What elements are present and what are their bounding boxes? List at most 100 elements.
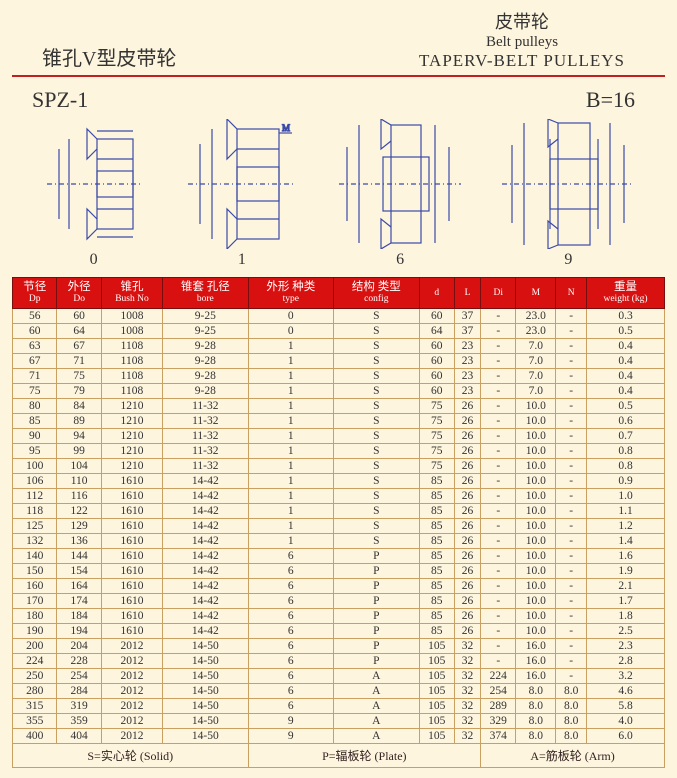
col-header-2: 锥孔Bush No [101,278,162,309]
table-cell: - [481,324,516,339]
page: 锥孔V型皮带轮 皮带轮 Belt pulleys TAPERV-BELT PUL… [0,0,677,778]
table-row: 400404201214-509A105323748.08.06.0 [13,729,665,744]
table-cell: 26 [454,429,480,444]
table-row: 125129161014-421S8526-10.0-1.2 [13,519,665,534]
table-cell: 37 [454,309,480,324]
svg-text:M: M [282,123,290,133]
table-row: 566010089-250S6037-23.0-0.3 [13,309,665,324]
table-cell: 26 [454,609,480,624]
table-cell: 1108 [101,369,162,384]
table-cell: - [481,594,516,609]
table-cell: 95 [13,444,57,459]
table-cell: 10.0 [516,459,556,474]
table-row: 606410089-250S6437-23.0-0.5 [13,324,665,339]
table-cell: 23 [454,369,480,384]
col-header-en: M [518,288,553,299]
table-cell: 10.0 [516,399,556,414]
table-cell: 1.4 [587,534,665,549]
table-cell: 32 [454,684,480,699]
table-cell: - [481,489,516,504]
table-cell: 1 [248,384,334,399]
table-cell: 71 [57,354,101,369]
table-cell: 85 [419,519,454,534]
table-cell: 60 [419,339,454,354]
table-cell: 6 [248,579,334,594]
table-cell: 319 [57,699,101,714]
table-cell: - [556,639,587,654]
table-cell: 1610 [101,609,162,624]
pulley-diagram-1-icon: M [182,119,302,249]
table-cell: - [556,624,587,639]
table-cell: 99 [57,444,101,459]
table-cell: 105 [419,669,454,684]
table-cell: 8.0 [556,729,587,744]
table-cell: 7.0 [516,339,556,354]
table-cell: 2012 [101,699,162,714]
table-cell: 125 [13,519,57,534]
diagram-row: 0 M 1 [12,119,665,277]
footer-plate: P=辐板轮 (Plate) [248,744,481,768]
table-cell: 374 [481,729,516,744]
table-cell: 11-32 [163,429,249,444]
table-cell: 136 [57,534,101,549]
table-cell: 85 [419,489,454,504]
table-cell: 9-28 [163,369,249,384]
table-cell: S [334,309,420,324]
table-cell: 105 [419,714,454,729]
table-cell: 150 [13,564,57,579]
diagram-1-label: 1 [238,251,246,268]
table-cell: 104 [57,459,101,474]
table-cell: 105 [419,684,454,699]
table-cell: S [334,474,420,489]
table-cell: 2012 [101,639,162,654]
table-cell: 32 [454,654,480,669]
table-row: 8084121011-321S7526-10.0-0.5 [13,399,665,414]
table-cell: 9-28 [163,354,249,369]
header-right-en2: TAPERV-BELT PULLEYS [419,51,625,71]
table-cell: 1.2 [587,519,665,534]
table-cell: - [481,534,516,549]
col-header-0: 节径Dp [13,278,57,309]
table-cell: 14-50 [163,684,249,699]
table-cell: - [481,399,516,414]
table-row: 9599121011-321S7526-10.0-0.8 [13,444,665,459]
table-cell: 1 [248,429,334,444]
table-cell: 85 [419,624,454,639]
col-header-en: bore [165,294,246,305]
table-cell: 6 [248,564,334,579]
table-cell: 329 [481,714,516,729]
table-cell: 75 [419,414,454,429]
table-cell: 1610 [101,519,162,534]
table-cell: 26 [454,399,480,414]
table-cell: 14-42 [163,564,249,579]
table-cell: 10.0 [516,429,556,444]
table-cell: 359 [57,714,101,729]
table-cell: 26 [454,624,480,639]
table-cell: 14-50 [163,729,249,744]
table-cell: 75 [419,459,454,474]
table-cell: 84 [57,399,101,414]
table-row: 677111089-281S6023-7.0-0.4 [13,354,665,369]
table-cell: 10.0 [516,624,556,639]
table-cell: 1210 [101,459,162,474]
table-cell: 16.0 [516,639,556,654]
table-cell: 2.8 [587,654,665,669]
table-cell: 118 [13,504,57,519]
table-cell: 10.0 [516,474,556,489]
table-cell: 1610 [101,474,162,489]
table-cell: - [481,564,516,579]
table-cell: P [334,594,420,609]
pulley-diagram-0-icon [39,119,149,249]
table-cell: 7.0 [516,384,556,399]
table-cell: 1 [248,534,334,549]
table-cell: 140 [13,549,57,564]
table-cell: - [481,624,516,639]
table-row: 8589121011-321S7526-10.0-0.6 [13,414,665,429]
table-cell: 2012 [101,714,162,729]
table-cell: 32 [454,699,480,714]
table-cell: 14-50 [163,699,249,714]
table-cell: S [334,354,420,369]
col-header-cn: 锥套 孔径 [165,281,246,294]
table-cell: 14-42 [163,594,249,609]
table-cell: 26 [454,444,480,459]
